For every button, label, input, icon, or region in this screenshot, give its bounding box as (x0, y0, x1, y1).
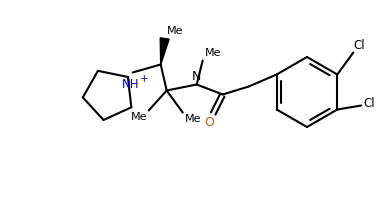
Text: O: O (204, 116, 214, 129)
Text: Me: Me (166, 26, 183, 35)
Text: Me: Me (130, 112, 147, 123)
Text: Me: Me (204, 48, 221, 57)
Text: N: N (192, 70, 201, 83)
Text: +: + (140, 74, 149, 85)
Text: Cl: Cl (353, 39, 365, 52)
Text: Cl: Cl (363, 97, 375, 110)
Text: Me: Me (185, 114, 201, 125)
Text: NH: NH (122, 78, 139, 91)
Polygon shape (160, 38, 169, 65)
